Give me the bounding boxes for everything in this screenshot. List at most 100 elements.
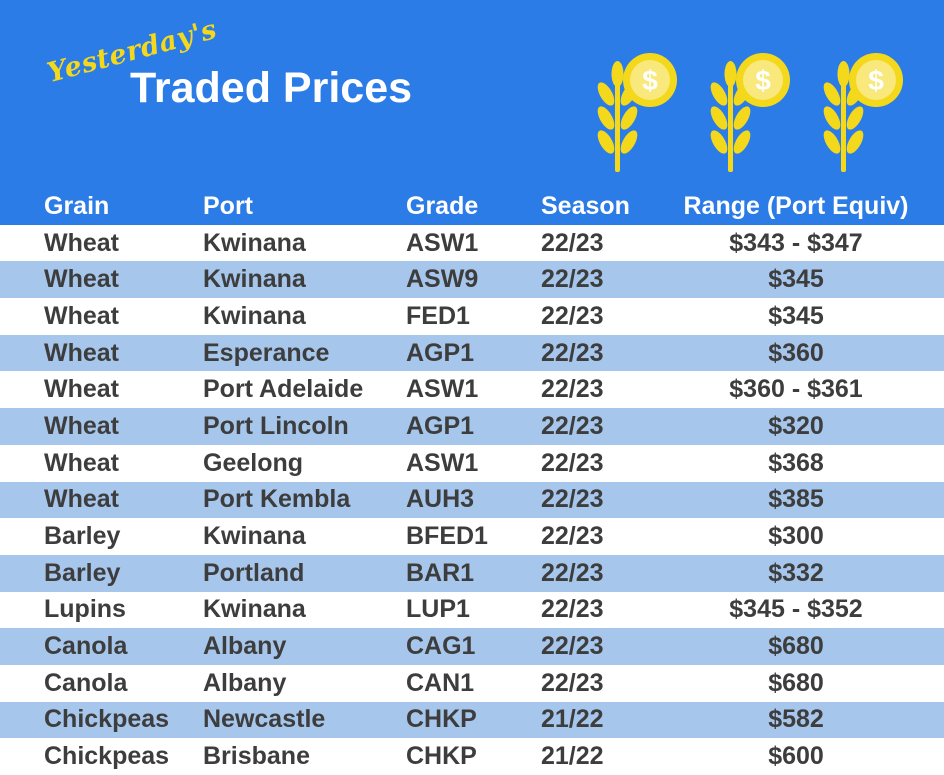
table-row: Chickpeas Newcastle CHKP 21/22 $582 — [0, 701, 944, 739]
table-row: Canola Albany CAN1 22/23 $680 — [0, 664, 944, 702]
cell-range: $368 — [768, 448, 824, 477]
cell-season: 22/23 — [541, 558, 604, 587]
cell-grade: ASW1 — [406, 228, 479, 257]
cell-grade: LUP1 — [406, 595, 470, 624]
table-row: Chickpeas Brisbane CHKP 21/22 $600 — [0, 738, 944, 775]
column-header-grade: Grade — [406, 191, 479, 220]
cell-grade: FED1 — [406, 301, 470, 330]
column-header-range: Range (Port Equiv) — [683, 191, 909, 220]
cell-range: $582 — [768, 705, 824, 734]
cell-port: Kwinana — [203, 265, 306, 294]
cell-grain: Barley — [44, 558, 121, 587]
cell-grain: Wheat — [44, 265, 119, 294]
cell-grade: ASW1 — [406, 375, 479, 404]
column-header-season: Season — [541, 191, 630, 220]
cell-season: 22/23 — [541, 228, 604, 257]
cell-port: Albany — [203, 668, 287, 697]
svg-text:$: $ — [755, 65, 771, 96]
cell-season: 22/23 — [541, 375, 604, 404]
cell-range: $345 - $352 — [729, 595, 863, 624]
cell-port: Port Adelaide — [203, 375, 364, 404]
table-header-row: Grain Port Grade Season Range (Port Equi… — [0, 188, 944, 225]
cell-grade: BFED1 — [406, 522, 488, 551]
cell-grade: ASW9 — [406, 265, 479, 294]
cell-season: 21/22 — [541, 705, 604, 734]
table-row: Canola Albany CAG1 22/23 $680 — [0, 628, 944, 665]
cell-season: 21/22 — [541, 742, 604, 771]
cell-port: Kwinana — [203, 301, 306, 330]
cell-range: $343 - $347 — [729, 228, 863, 257]
cell-range: $360 - $361 — [729, 375, 863, 404]
table-row: Wheat Kwinana FED1 22/23 $345 — [0, 298, 944, 335]
cell-grade: BAR1 — [406, 558, 475, 587]
cell-season: 22/23 — [541, 522, 604, 551]
cell-season: 22/23 — [541, 265, 604, 294]
cell-grain: Canola — [44, 632, 128, 661]
cell-grain: Wheat — [44, 228, 119, 257]
table-row: Barley Kwinana BFED1 22/23 $300 — [0, 518, 944, 555]
cell-port: Portland — [203, 558, 305, 587]
cell-range: $332 — [768, 558, 824, 587]
column-header-grain: Grain — [44, 191, 110, 220]
column-header-port: Port — [203, 191, 253, 220]
cell-grade: AGP1 — [406, 411, 475, 440]
cell-port: Brisbane — [203, 742, 310, 771]
cell-grade: AGP1 — [406, 338, 475, 367]
cell-grain: Wheat — [44, 448, 119, 477]
cell-grain: Chickpeas — [44, 742, 170, 771]
cell-grade: AUH3 — [406, 485, 475, 514]
cell-range: $680 — [768, 632, 824, 661]
cell-port: Port Kembla — [203, 485, 351, 514]
cell-port: Esperance — [203, 338, 330, 367]
table-row: Lupins Kwinana LUP1 22/23 $345 - $352 — [0, 591, 944, 629]
cell-grain: Wheat — [44, 375, 119, 404]
wheat-dollar-icon: $ — [597, 53, 677, 172]
cell-grade: CHKP — [406, 742, 477, 771]
cell-grain: Canola — [44, 668, 128, 697]
icon-group: $ $ — [586, 52, 916, 174]
cell-port: Port Lincoln — [203, 411, 349, 440]
cell-season: 22/23 — [541, 411, 604, 440]
wheat-dollar-icon: $ — [710, 53, 790, 172]
svg-text:$: $ — [868, 65, 884, 96]
cell-range: $680 — [768, 668, 824, 697]
cell-grain: Lupins — [44, 595, 126, 624]
cell-port: Kwinana — [203, 522, 306, 551]
cell-range: $385 — [768, 485, 824, 514]
cell-season: 22/23 — [541, 668, 604, 697]
cell-season: 22/23 — [541, 448, 604, 477]
header-title: Traded Prices — [130, 64, 413, 112]
table-row: Wheat Kwinana ASW9 22/23 $345 — [0, 261, 944, 299]
cell-port: Geelong — [203, 448, 304, 477]
table-row: Barley Portland BAR1 22/23 $332 — [0, 554, 944, 592]
cell-season: 22/23 — [541, 485, 604, 514]
cell-grain: Barley — [44, 522, 121, 551]
cell-grade: CAG1 — [406, 632, 476, 661]
table-row: Wheat Port Kembla AUH3 22/23 $385 — [0, 481, 944, 519]
table-row: Wheat Esperance AGP1 22/23 $360 — [0, 334, 944, 372]
cell-grain: Chickpeas — [44, 705, 170, 734]
cell-port: Albany — [203, 632, 287, 661]
cell-range: $600 — [768, 742, 824, 771]
cell-grain: Wheat — [44, 411, 119, 440]
cell-grade: ASW1 — [406, 448, 479, 477]
cell-port: Kwinana — [203, 595, 306, 624]
cell-range: $360 — [768, 338, 824, 367]
cell-grain: Wheat — [44, 301, 119, 330]
cell-port: Newcastle — [203, 705, 326, 734]
table-row: Wheat Port Adelaide ASW1 22/23 $360 - $3… — [0, 371, 944, 409]
wheat-dollar-icon: $ — [823, 53, 903, 172]
cell-grade: CHKP — [406, 705, 477, 734]
cell-season: 22/23 — [541, 338, 604, 367]
cell-range: $345 — [768, 301, 824, 330]
table-row: Wheat Geelong ASW1 22/23 $368 — [0, 444, 944, 482]
cell-season: 22/23 — [541, 301, 604, 330]
cell-grain: Wheat — [44, 485, 119, 514]
cell-grade: CAN1 — [406, 668, 475, 697]
header-banner: Yesterday's Traded Prices $ — [0, 0, 944, 188]
table-row: Wheat Port Lincoln AGP1 22/23 $320 — [0, 408, 944, 445]
svg-text:$: $ — [642, 65, 658, 96]
table-row: Wheat Kwinana ASW1 22/23 $343 - $347 — [0, 224, 944, 262]
cell-range: $345 — [768, 265, 824, 294]
